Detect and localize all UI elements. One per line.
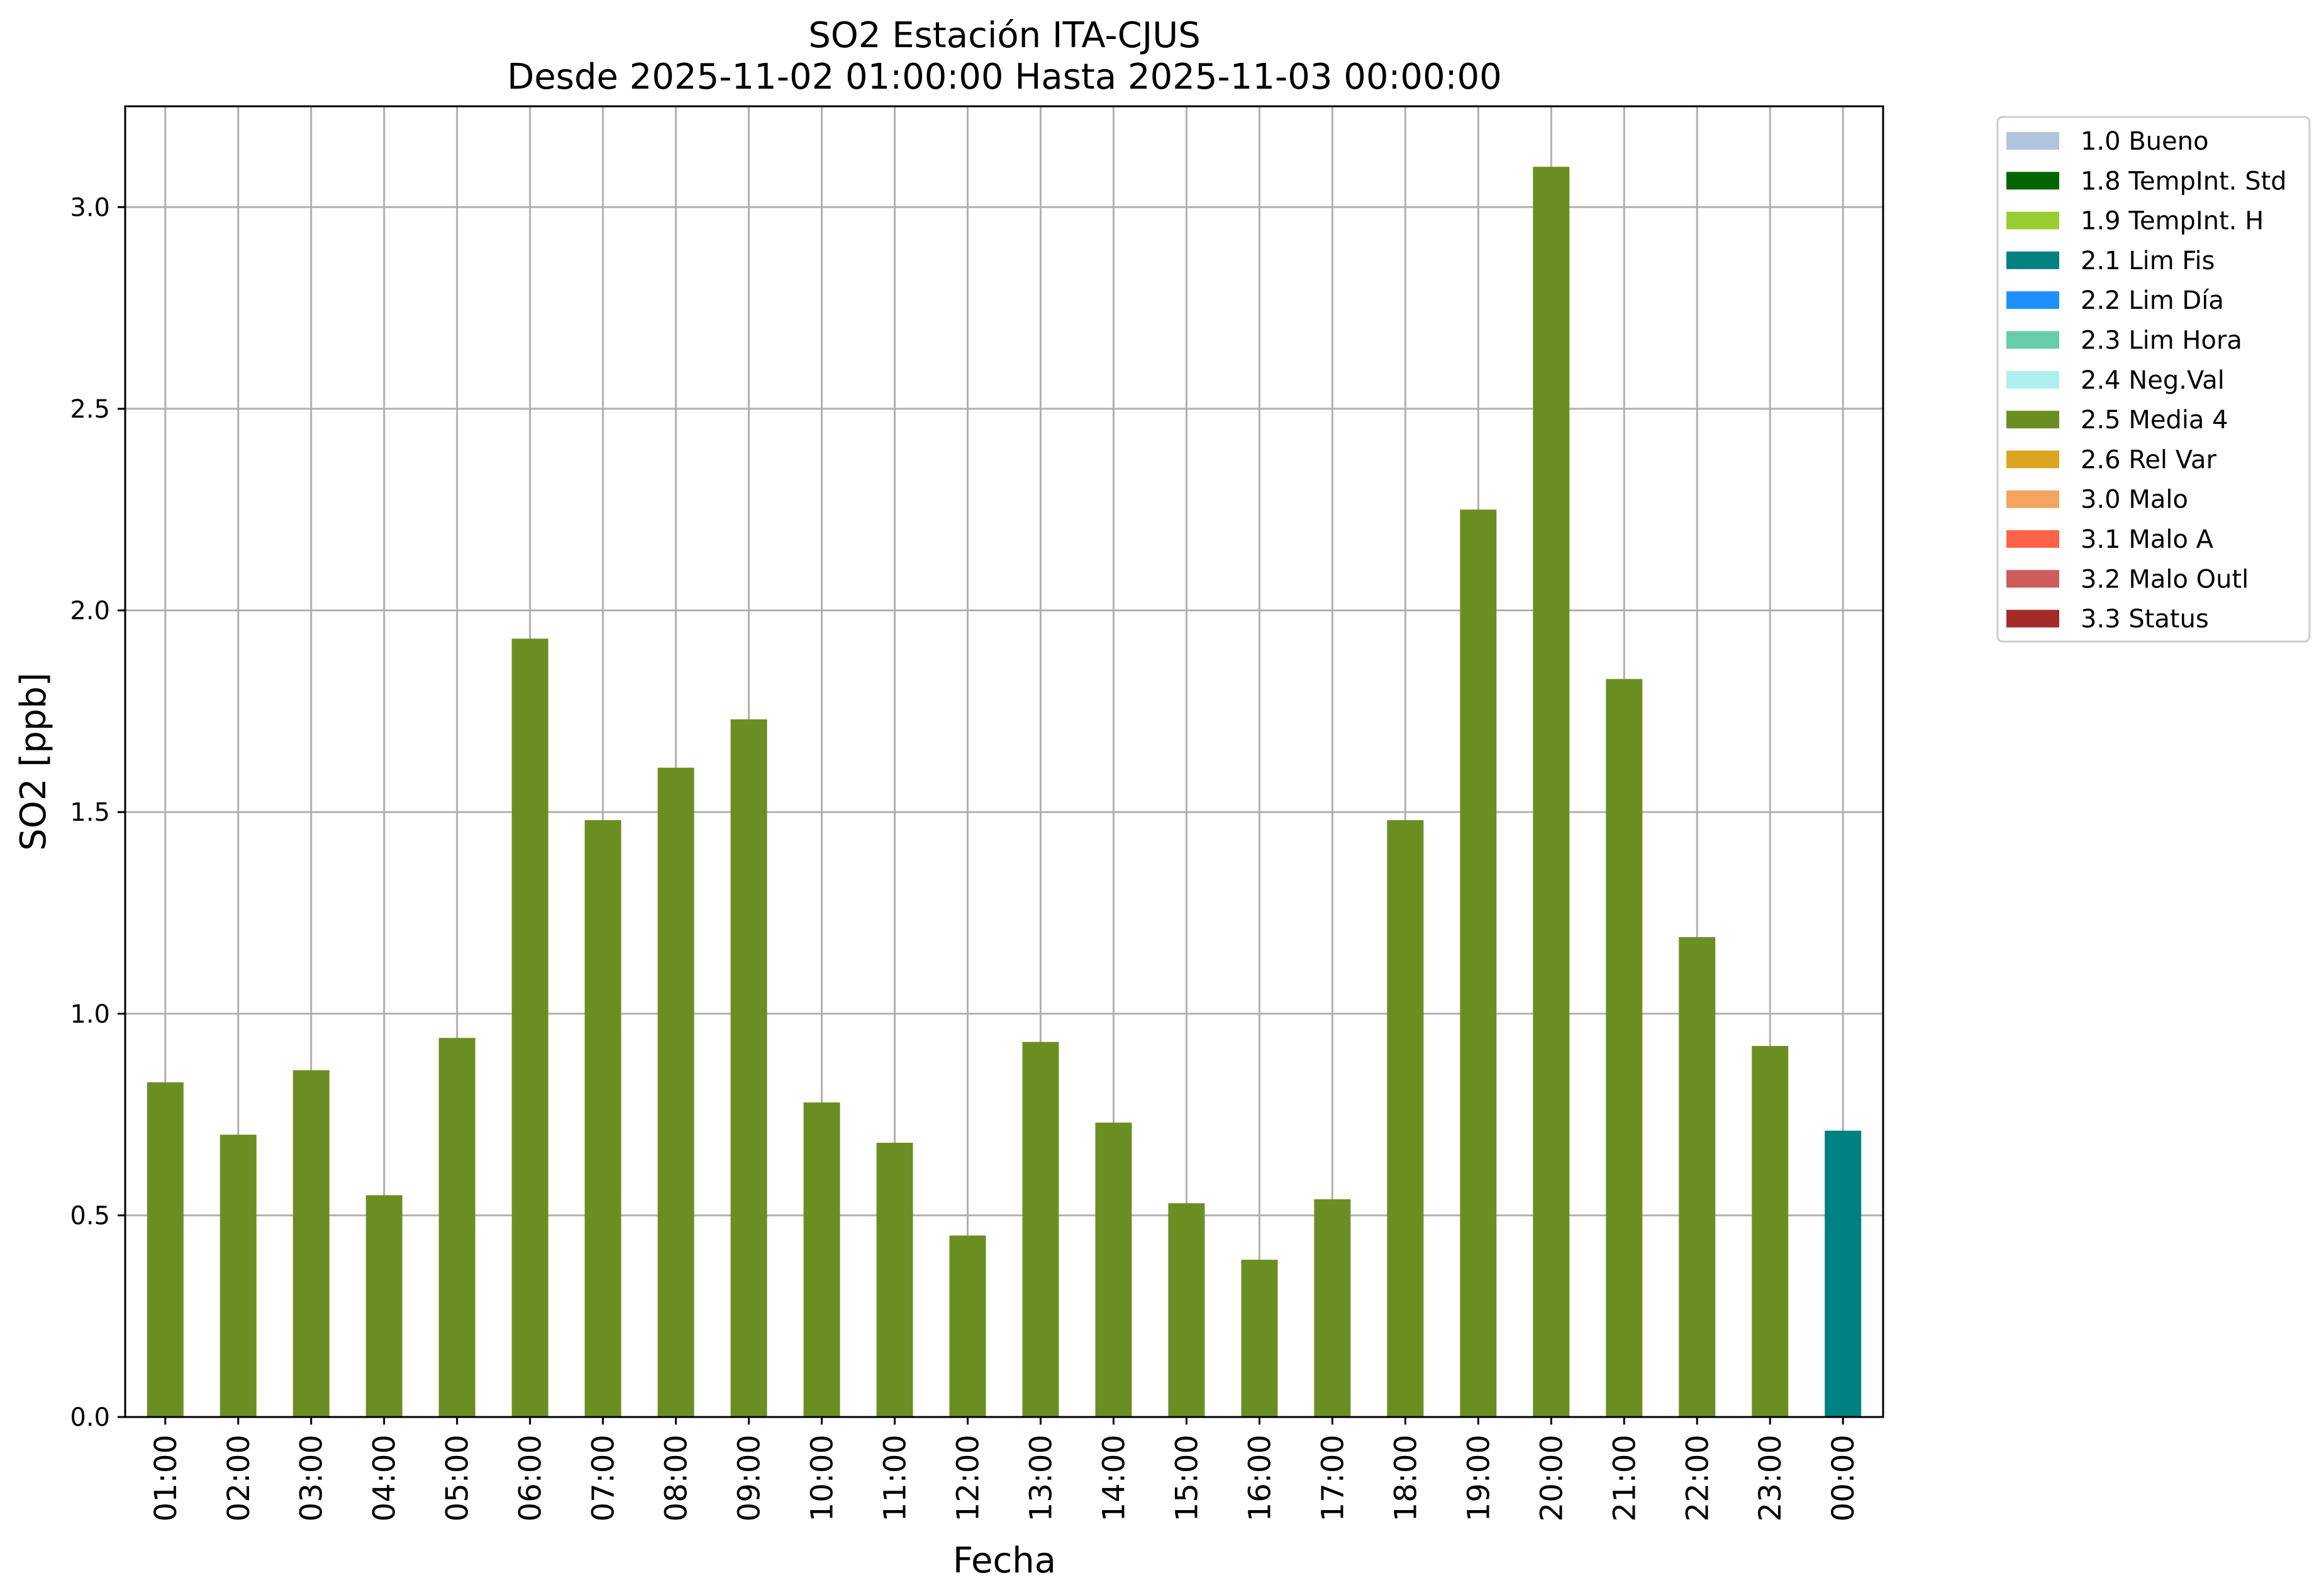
legend-swatch [2006, 490, 2059, 508]
legend-swatch [2006, 291, 2059, 309]
legend-swatch [2006, 570, 2059, 588]
legend-swatch [2006, 609, 2059, 628]
bar-1900 [1460, 509, 1497, 1418]
legend-label: 3.3 Status [2081, 605, 2209, 634]
bar-1300 [1022, 1042, 1059, 1417]
legend-label: 1.0 Bueno [2081, 127, 2209, 156]
legend-label: 2.4 Neg.Val [2081, 366, 2225, 395]
bar-0200 [220, 1135, 257, 1417]
bar-2200 [1679, 936, 1716, 1417]
x-tick-label: 04:00 [367, 1435, 403, 1521]
x-tick-label: 16:00 [1242, 1435, 1277, 1521]
bar-1800 [1387, 820, 1424, 1417]
x-tick-label: 20:00 [1534, 1435, 1569, 1521]
x-tick-label: 00:00 [1826, 1435, 1861, 1521]
legend-label: 2.6 Rel Var [2081, 445, 2217, 474]
y-tick-label: 3.0 [70, 193, 110, 222]
legend-swatch [2006, 411, 2059, 429]
x-tick-label: 19:00 [1461, 1435, 1496, 1521]
bar-2000 [1533, 167, 1570, 1418]
legend-label: 2.1 Lim Fis [2081, 247, 2215, 275]
x-tick-label: 17:00 [1315, 1435, 1350, 1521]
bar-1200 [949, 1235, 986, 1417]
legend-swatch [2006, 331, 2059, 349]
bar-0300 [292, 1070, 330, 1417]
x-tick-label: 11:00 [878, 1435, 913, 1521]
bar-0000 [1825, 1130, 1862, 1417]
legend-swatch [2006, 132, 2059, 150]
x-tick-label: 13:00 [1023, 1435, 1059, 1521]
x-tick-label: 06:00 [513, 1435, 548, 1521]
legend-frame [1996, 116, 2311, 643]
chart-title-line-2: Desde 2025-11-02 01:00:00 Hasta 2025-11-… [507, 57, 1502, 97]
x-tick-label: 10:00 [805, 1435, 840, 1521]
x-tick-label: 14:00 [1096, 1435, 1131, 1521]
legend-label: 2.3 Lim Hora [2081, 326, 2242, 355]
legend-swatch [2006, 211, 2059, 230]
legend: 1.0 Bueno 1.8 TempInt. Std 1.9 TempInt. H 2… [1996, 116, 2311, 643]
x-tick-label: 03:00 [294, 1435, 330, 1521]
bars-group [147, 167, 1862, 1418]
x-tick-label: 08:00 [659, 1435, 694, 1521]
legend-label: 3.2 Malo Outl [2081, 565, 2249, 594]
y-tick-label: 2.0 [70, 597, 110, 626]
bar-0400 [365, 1195, 403, 1417]
bar-0700 [584, 820, 621, 1417]
plot-frame [124, 105, 1884, 1418]
legend-swatch [2006, 530, 2059, 548]
bar-0900 [730, 719, 767, 1417]
legend-label: 3.1 Malo A [2081, 525, 2214, 554]
x-tick-label: 07:00 [586, 1435, 621, 1521]
bar-0600 [511, 638, 548, 1418]
y-axis-label: SO2 [ppb] [13, 672, 54, 850]
bar-1700 [1314, 1199, 1351, 1417]
x-tick-label: 15:00 [1169, 1435, 1204, 1521]
x-tick-label: 05:00 [440, 1435, 475, 1521]
legend-label: 1.8 TempInt. Std [2081, 167, 2287, 196]
x-tick-label: 12:00 [951, 1435, 986, 1521]
x-tick-label: 22:00 [1680, 1435, 1715, 1521]
bar-1600 [1241, 1259, 1278, 1417]
bar-2300 [1752, 1046, 1789, 1417]
chart-title-line-1: SO2 Estación ITA-CJUS [808, 15, 1201, 56]
legend-swatch [2006, 370, 2059, 389]
x-tick-label: 21:00 [1607, 1435, 1642, 1521]
x-tick-label: 23:00 [1753, 1435, 1788, 1521]
y-tick-label: 0.5 [70, 1201, 110, 1230]
x-axis-label: Fecha [953, 1540, 1056, 1581]
y-tick-label: 2.5 [70, 395, 110, 424]
x-tick-label: 09:00 [732, 1435, 767, 1521]
legend-label: 2.2 Lim Día [2081, 286, 2224, 315]
y-tick-label: 1.5 [70, 798, 110, 827]
y-tick-label: 1.0 [70, 1000, 110, 1029]
x-axis-ticks: 01:00 02:00 03:00 04:00 05:00 06:00 07:00 08:00… [148, 1417, 1861, 1521]
bar-0100 [147, 1082, 184, 1417]
legend-swatch [2006, 450, 2059, 469]
bar-0800 [657, 767, 694, 1417]
bar-2100 [1606, 679, 1643, 1417]
bar-1000 [803, 1102, 840, 1417]
bar-1400 [1095, 1122, 1132, 1417]
legend-label: 2.5 Media 4 [2081, 406, 2228, 435]
bar-1100 [876, 1142, 913, 1417]
legend-label: 3.0 Malo [2081, 486, 2188, 514]
legend-label: 1.9 TempInt. H [2081, 207, 2264, 236]
x-tick-label: 18:00 [1388, 1435, 1423, 1521]
y-tick-label: 0.0 [70, 1403, 110, 1432]
legend-swatch [2006, 172, 2059, 190]
x-tick-label: 02:00 [221, 1435, 257, 1521]
bar-1500 [1168, 1203, 1205, 1417]
x-tick-label: 01:00 [148, 1435, 184, 1521]
bar-0500 [438, 1038, 475, 1417]
legend-swatch [2006, 251, 2059, 269]
y-axis-ticks: 0.0 0.5 1.0 1.5 2.0 2.5 3.0 [70, 193, 125, 1432]
